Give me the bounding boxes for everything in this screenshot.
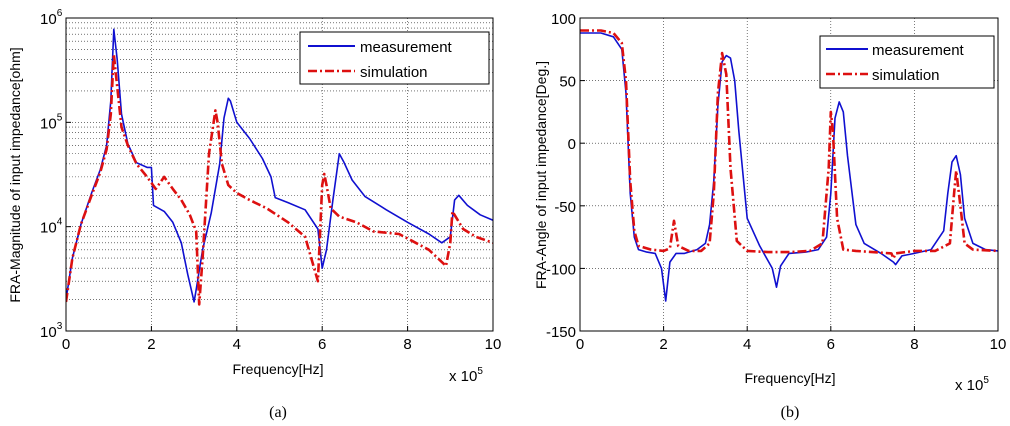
x-tick-label: 0 bbox=[576, 336, 584, 353]
y-tick-exponent: 5 bbox=[57, 112, 63, 123]
x-tick-label: 2 bbox=[147, 336, 155, 353]
legend-box bbox=[299, 31, 490, 85]
x-tick-label: 8 bbox=[910, 336, 918, 353]
y-axis-label: FRA-Angle of input impedance[Deg.] bbox=[533, 61, 549, 289]
legend-measurement-label: measurement bbox=[360, 39, 453, 56]
x-tick-label: 6 bbox=[827, 336, 835, 353]
y-tick-exponent: 4 bbox=[57, 217, 63, 228]
x-multiplier-exponent: 5 bbox=[983, 375, 989, 386]
series-lines bbox=[580, 29, 998, 302]
x-tick-label: 6 bbox=[318, 336, 326, 353]
series-measurement-line bbox=[66, 28, 493, 303]
x-tick-label: 2 bbox=[659, 336, 667, 353]
legend: measurement simulation bbox=[819, 35, 995, 89]
series-simulation-line bbox=[66, 52, 493, 306]
y-tick-label: 0 bbox=[568, 136, 576, 153]
caption-b: (b) bbox=[781, 404, 800, 421]
legend: measurement simulation bbox=[299, 31, 490, 85]
y-axis-ticks: -150 -100 -50 0 50 100 bbox=[546, 11, 585, 341]
x-tick-label: 4 bbox=[743, 336, 751, 353]
x-axis-label: Frequency[Hz] bbox=[232, 361, 323, 377]
caption-a: (a) bbox=[269, 404, 287, 421]
y-tick-base: 10 bbox=[40, 324, 57, 341]
series-simulation-line bbox=[580, 29, 998, 260]
x-multiplier: x 105 bbox=[449, 366, 483, 385]
x-multiplier-base: x 10 bbox=[449, 368, 477, 385]
y-tick-label: -150 bbox=[546, 324, 576, 341]
plot-frame bbox=[579, 17, 999, 332]
y-tick-label: 103 bbox=[40, 321, 63, 341]
x-tick-label: 10 bbox=[990, 336, 1007, 353]
y-tick-label: 105 bbox=[40, 112, 63, 132]
y-tick-base: 10 bbox=[40, 220, 57, 237]
y-tick-label: -100 bbox=[546, 261, 576, 278]
legend-measurement-label: measurement bbox=[872, 42, 965, 59]
x-axis-ticks: 0 2 4 6 8 10 bbox=[62, 326, 502, 353]
y-tick-label: -50 bbox=[554, 199, 576, 216]
legend-simulation-label: simulation bbox=[360, 64, 428, 81]
grid bbox=[66, 18, 493, 331]
y-tick-exponent: 3 bbox=[57, 321, 63, 332]
y-tick-base: 10 bbox=[40, 115, 57, 132]
x-tick-label: 0 bbox=[62, 336, 70, 353]
y-tick-label: 106 bbox=[40, 8, 63, 28]
y-axis-label: FRA-Magnitude of input impedance[ohm] bbox=[7, 47, 23, 302]
series-measurement-line bbox=[580, 32, 998, 302]
series-lines bbox=[66, 28, 493, 306]
y-tick-exponent: 6 bbox=[57, 8, 63, 19]
y-tick-base: 10 bbox=[40, 11, 57, 28]
legend-box bbox=[819, 35, 995, 89]
x-multiplier-base: x 10 bbox=[955, 377, 983, 394]
x-tick-label: 10 bbox=[485, 336, 502, 353]
y-tick-label: 100 bbox=[551, 11, 576, 28]
x-multiplier: x 105 bbox=[955, 375, 989, 394]
legend-simulation-label: simulation bbox=[872, 67, 940, 84]
y-tick-label: 104 bbox=[40, 217, 63, 237]
x-axis-ticks: 0 2 4 6 8 10 bbox=[576, 326, 1007, 353]
x-tick-label: 4 bbox=[233, 336, 241, 353]
grid bbox=[580, 18, 998, 331]
x-multiplier-exponent: 5 bbox=[477, 366, 483, 377]
x-tick-label: 8 bbox=[403, 336, 411, 353]
plot-frame bbox=[65, 17, 494, 332]
y-tick-label: 50 bbox=[559, 74, 576, 91]
x-axis-label: Frequency[Hz] bbox=[744, 370, 835, 386]
